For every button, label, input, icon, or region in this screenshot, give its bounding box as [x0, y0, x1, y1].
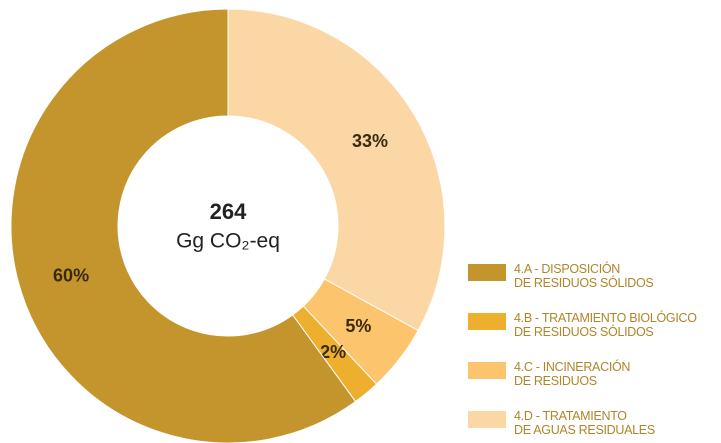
slice-label: 5% — [345, 316, 371, 336]
donut-slice — [227, 8, 446, 332]
slice-label: 2% — [320, 342, 346, 362]
legend-item: 4.A - DISPOSICIÓN DE RESIDUOS SÓLIDOS — [468, 262, 721, 311]
center-value: 264 — [210, 199, 247, 224]
legend-label: 4.C - INCINERACIÓN DE RESIDUOS — [514, 360, 631, 388]
legend-item: 4.C - INCINERACIÓN DE RESIDUOS — [468, 360, 721, 409]
center-unit: Gg CO₂-eq — [176, 230, 280, 253]
legend-label: 4.A - DISPOSICIÓN DE RESIDUOS SÓLIDOS — [514, 262, 654, 290]
legend-label: 4.D - TRATAMIENTO DE AGUAS RESIDUALES — [514, 409, 655, 437]
legend-swatch — [468, 264, 506, 281]
legend-label: 4.B - TRATAMIENTO BIOLÓGICO DE RESIDUOS … — [514, 311, 697, 339]
legend-item: 4.D - TRATAMIENTO DE AGUAS RESIDUALES — [468, 409, 721, 443]
legend-swatch — [468, 411, 506, 428]
legend-item: 4.B - TRATAMIENTO BIOLÓGICO DE RESIDUOS … — [468, 311, 721, 360]
legend: 4.A - DISPOSICIÓN DE RESIDUOS SÓLIDOS 4.B… — [468, 262, 721, 443]
donut-slice — [10, 8, 357, 443]
legend-swatch — [468, 313, 506, 330]
legend-swatch — [468, 362, 506, 379]
slice-label: 33% — [352, 131, 388, 151]
slice-label: 60% — [53, 266, 89, 286]
